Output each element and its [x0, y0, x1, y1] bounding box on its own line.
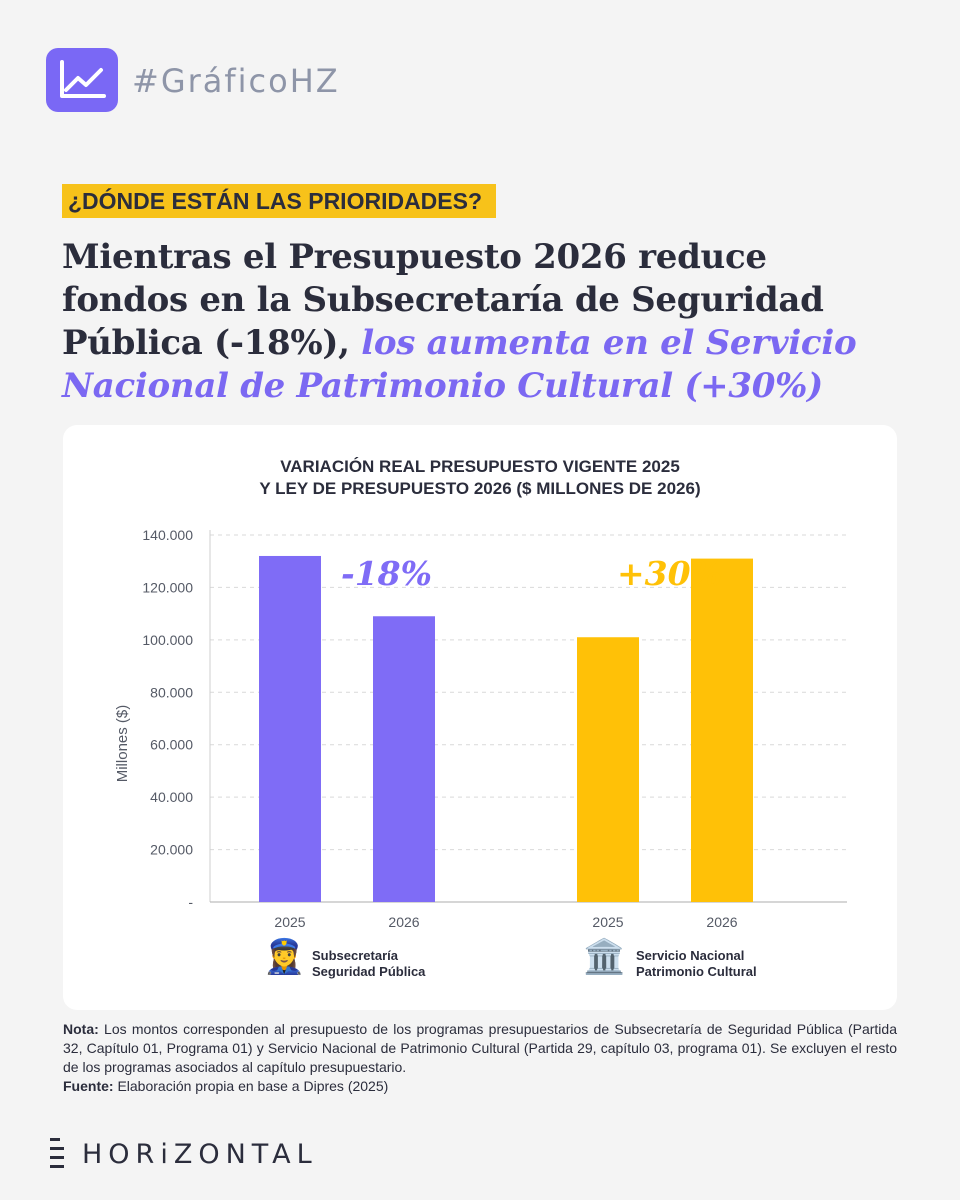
change-label: -18% [341, 554, 432, 593]
source-text: Elaboración propia en base a Dipres (202… [113, 1078, 389, 1094]
change-label: +30% [617, 554, 722, 593]
y-axis-label: Millones ($) [114, 705, 131, 783]
group-label-patrimonio-line1: Servicio Nacional [636, 948, 745, 963]
headline-plain: Mientras el Presupuesto 2026 reduce fond… [62, 237, 824, 363]
y-tick-label: 40.000 [150, 789, 193, 805]
y-tick-label: 100.000 [142, 632, 193, 648]
bar-seguridad-2025 [259, 555, 321, 902]
source-paragraph: Fuente: Elaboración propia en base a Dip… [63, 1077, 897, 1096]
x-tick-label: 2025 [274, 914, 305, 930]
bar-chart: - 20.000 40.000 60.000 80.000 100.000 120.000 1… [114, 527, 847, 930]
hashtag-title: #GráficoHZ [132, 62, 340, 100]
chart-title-line1: VARIACIÓN REAL PRESUPUESTO VIGENTE 2025 [280, 457, 680, 476]
y-tick-label: 140.000 [142, 527, 193, 543]
note-text: Los montos corresponden al presupuesto d… [63, 1021, 897, 1075]
group-label-patrimonio-line2: Patrimonio Cultural [636, 964, 757, 979]
bar-seguridad-2026 [373, 616, 435, 902]
y-tick-label: 20.000 [150, 842, 193, 858]
headline-highlight: los aumenta en el Servicio Nacional de P… [62, 323, 857, 406]
source-label: Fuente: [63, 1078, 114, 1094]
x-tick-label: 2025 [592, 914, 623, 930]
police-officer-icon: 👮‍♀️ [263, 938, 306, 976]
y-tick-label: - [188, 894, 193, 910]
classical-building-icon: 🏛️ [583, 938, 626, 976]
footnote: Nota: Los montos corresponden al presupu… [63, 1020, 897, 1096]
chart-card: VARIACIÓN REAL PRESUPUESTO VIGENTE 2025 … [63, 425, 897, 1010]
y-tick-label: 80.000 [150, 684, 193, 700]
brand-mark-icon [50, 1138, 64, 1172]
x-tick-label: 2026 [388, 914, 419, 930]
group-label-seguridad-line2: Seguridad Pública [312, 964, 426, 979]
kicker-label: ¿DÓNDE ESTÁN LAS PRIORIDADES? [62, 184, 497, 218]
x-tick-label: 2026 [706, 914, 737, 930]
chart-title-line2: Y LEY DE PRESUPUESTO 2026 ($ MILLONES DE… [259, 479, 701, 498]
chart-logo-icon [46, 48, 118, 112]
y-tick-label: 120.000 [142, 579, 193, 595]
brand-name: HORiZONTAL [82, 1139, 318, 1170]
bar-patrimonio-2025 [577, 637, 639, 902]
note-label: Nota: [63, 1021, 99, 1037]
bar-patrimonio-2026 [691, 558, 753, 902]
note-paragraph: Nota: Los montos corresponden al presupu… [63, 1020, 897, 1077]
y-tick-label: 60.000 [150, 737, 193, 753]
headline: Mientras el Presupuesto 2026 reduce fond… [62, 236, 892, 408]
group-label-seguridad-line1: Subsecretaría [312, 948, 398, 963]
